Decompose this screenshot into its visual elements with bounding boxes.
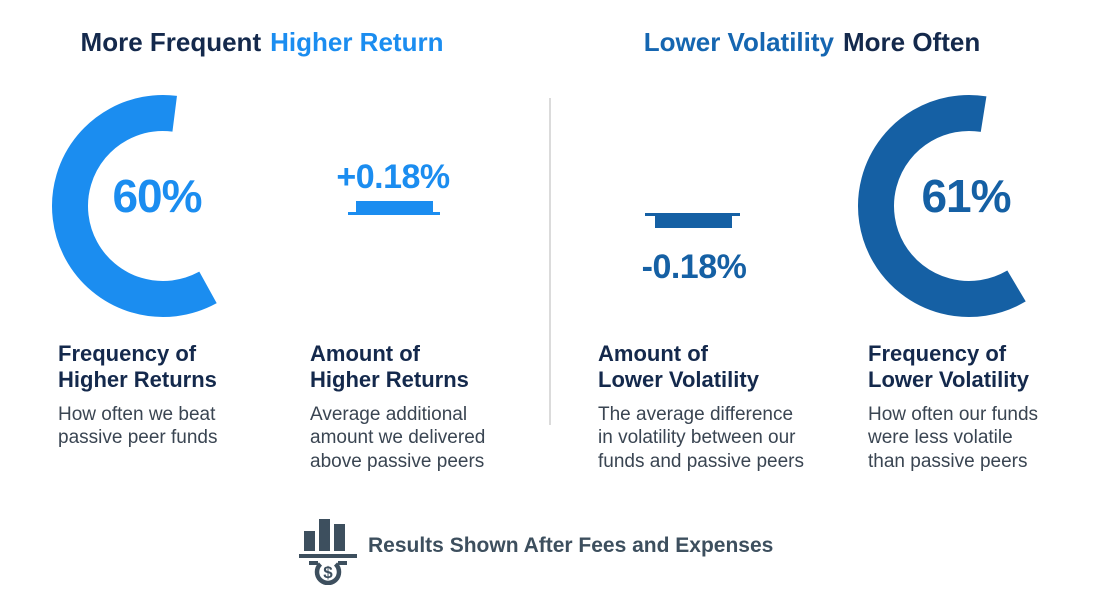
metric-description: Average additional amount we delivered a…: [310, 403, 486, 472]
metric-column-frequency-lower-volatility: Frequency of Lower Volatility How often …: [868, 341, 1100, 473]
metric-title: Frequency of Higher Returns: [58, 341, 217, 393]
metric-title: Amount of Higher Returns: [310, 341, 469, 393]
metric-column-amount-higher-returns: Amount of Higher Returns Average additio…: [310, 341, 555, 473]
bar-chart-dollar-icon: $: [299, 519, 357, 585]
metric-title: Amount of Lower Volatility: [598, 341, 759, 393]
metric-column-frequency-higher-returns: Frequency of Higher Returns How often we…: [58, 341, 303, 450]
bar-axis-positive: [348, 212, 440, 215]
heading-right: Lower Volatility More Often: [556, 28, 1068, 57]
bar-positive: [356, 201, 433, 213]
heading-right-dark-text: More Often: [842, 27, 981, 57]
heading-right-blue-text: Lower Volatility: [643, 27, 834, 57]
metric-description: How often we beat passive peer funds: [58, 403, 218, 449]
footer-disclaimer: Results Shown After Fees and Expenses: [368, 534, 774, 557]
bar-negative: [655, 216, 732, 228]
donut-chart-lower-volatility: [858, 94, 1080, 317]
heading-left-dark-text: More Frequent: [80, 27, 262, 57]
dollar-sign-glyph: $: [323, 563, 333, 582]
metric-title: Frequency of Lower Volatility: [868, 341, 1029, 393]
vertical-divider: [549, 98, 551, 425]
bar-value-lower-volatility: -0.18%: [641, 248, 747, 286]
bar-axis-negative: [645, 213, 740, 216]
metric-description: The average difference in volatility bet…: [598, 403, 804, 472]
metric-column-amount-lower-volatility: Amount of Lower Volatility The average d…: [598, 341, 843, 473]
heading-left-blue-text: Higher Return: [270, 27, 444, 57]
heading-left: More Frequent Higher Return: [0, 28, 524, 57]
donut-value-higher-returns: 60%: [112, 170, 202, 222]
bar-value-higher-returns: +0.18%: [336, 158, 450, 196]
donut-chart-higher-returns: [52, 95, 274, 317]
donut-value-lower-volatility: 61%: [921, 170, 1011, 222]
metric-description: How often our funds were less volatile t…: [868, 403, 1039, 472]
